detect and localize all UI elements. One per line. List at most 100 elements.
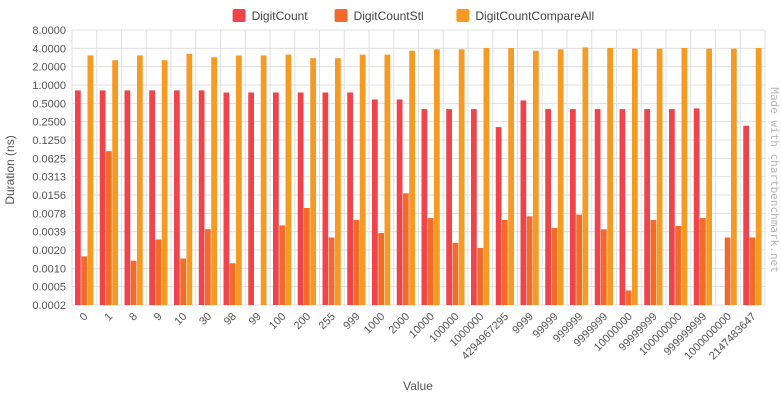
bar-digitcountstl[interactable] — [403, 193, 409, 305]
x-tick-label: 200 — [292, 311, 313, 332]
bar-digitcount[interactable] — [594, 109, 601, 305]
bar-digitcountcompareall[interactable] — [557, 49, 564, 305]
bar-digitcount[interactable] — [644, 109, 650, 305]
bar-digitcountstl[interactable] — [81, 256, 87, 305]
bar-digitcountcompareall[interactable] — [137, 55, 143, 306]
bar-digitcountstl[interactable] — [675, 225, 681, 305]
bar-digitcountcompareall[interactable] — [582, 47, 589, 305]
bar-digitcount[interactable] — [693, 108, 700, 306]
y-axis-title: Duration (ns) — [3, 135, 17, 204]
bar-digitcountstl[interactable] — [452, 242, 459, 305]
bar-digitcountcompareall[interactable] — [632, 48, 638, 306]
bar-digitcountcompareall[interactable] — [359, 54, 366, 305]
bar-digitcountstl[interactable] — [353, 219, 360, 305]
bar-digitcount[interactable] — [446, 109, 452, 305]
bar-digitcount[interactable] — [619, 109, 626, 305]
bar-digitcountcompareall[interactable] — [458, 49, 465, 305]
bar-digitcountcompareall[interactable] — [483, 47, 490, 306]
bar-digitcount[interactable] — [520, 100, 527, 305]
bar-digitcountcompareall[interactable] — [755, 47, 762, 306]
bar-digitcountcompareall[interactable] — [335, 58, 341, 305]
bar-digitcount[interactable] — [495, 127, 502, 305]
bar-digitcount[interactable] — [322, 92, 329, 306]
bar-digitcountstl[interactable] — [229, 263, 236, 305]
bar-digitcountcompareall[interactable] — [161, 60, 168, 305]
bar-digitcount[interactable] — [545, 109, 551, 305]
y-tick-label: 0.0039 — [32, 227, 66, 239]
bar-digitcount[interactable] — [570, 109, 576, 305]
y-tick-label: 8.0000 — [32, 25, 66, 37]
bar-digitcountstl[interactable] — [700, 218, 706, 305]
bar-digitcountstl[interactable] — [576, 214, 582, 305]
bar-digitcountcompareall[interactable] — [656, 48, 663, 306]
bar-digitcountcompareall[interactable] — [310, 58, 316, 305]
bar-digitcount[interactable] — [248, 92, 254, 306]
bar-digitcountstl[interactable] — [328, 237, 335, 305]
bar-digitcountstl[interactable] — [551, 227, 558, 305]
bar-digitcount[interactable] — [372, 99, 378, 305]
bar-digitcount[interactable] — [174, 90, 180, 305]
bar-digitcountcompareall[interactable] — [260, 55, 267, 306]
legend-item-digitcountcompareall[interactable]: DigitCountCompareAll — [456, 9, 594, 23]
bar-digitcount[interactable] — [347, 92, 353, 306]
bar-digitcountcompareall[interactable] — [409, 50, 415, 305]
bar-digitcountstl[interactable] — [625, 290, 632, 305]
y-tick-label: 4.0000 — [32, 43, 66, 55]
legend-swatch — [334, 9, 348, 22]
bar-digitcountcompareall[interactable] — [384, 54, 391, 305]
bar-digitcountstl[interactable] — [304, 208, 310, 305]
legend-item-digitcount[interactable]: DigitCount — [232, 9, 309, 23]
bar-digitcount[interactable] — [297, 92, 304, 306]
bar-digitcountstl[interactable] — [650, 219, 657, 305]
bar-digitcountcompareall[interactable] — [236, 55, 242, 306]
watermark-text: Made with chartbenchmark.net — [768, 87, 781, 272]
bar-digitcount[interactable] — [124, 90, 131, 305]
bar-digitcount[interactable] — [471, 109, 477, 305]
bar-digitcount[interactable] — [149, 90, 155, 305]
x-tick-label: 10 — [172, 311, 189, 328]
bar-digitcount[interactable] — [223, 92, 230, 306]
bar-digitcountcompareall[interactable] — [211, 57, 217, 305]
bar-digitcountstl[interactable] — [130, 260, 137, 305]
bar-digitcountstl[interactable] — [724, 237, 731, 305]
bar-digitcountstl[interactable] — [378, 233, 384, 305]
bar-digitcountcompareall[interactable] — [533, 50, 539, 305]
y-tick-label: 0.2500 — [32, 117, 66, 129]
bar-digitcountstl[interactable] — [279, 225, 285, 305]
bar-digitcount[interactable] — [273, 92, 279, 306]
bar-digitcount[interactable] — [421, 109, 428, 305]
bar-digitcount[interactable] — [198, 90, 205, 305]
bar-digitcount[interactable] — [75, 90, 81, 305]
x-tick-label: 9 — [152, 311, 165, 324]
bar-digitcountstl[interactable] — [749, 237, 756, 305]
bar-digitcountcompareall[interactable] — [112, 60, 118, 305]
bar-digitcountcompareall[interactable] — [434, 49, 440, 305]
bar-digitcount[interactable] — [99, 90, 106, 305]
y-tick-label: 0.0625 — [32, 153, 66, 165]
bar-digitcountcompareall[interactable] — [87, 55, 94, 306]
bar-digitcountcompareall[interactable] — [285, 54, 292, 305]
bar-digitcountcompareall[interactable] — [731, 48, 737, 306]
bar-digitcount[interactable] — [396, 99, 403, 305]
chart-legend[interactable]: DigitCount DigitCountStl DigitCountCompare… — [232, 9, 595, 23]
y-tick-label: 0.0156 — [32, 190, 66, 202]
bar-digitcountstl[interactable] — [205, 229, 211, 305]
bar-digitcountstl[interactable] — [180, 258, 186, 306]
y-tick-label: 1.0000 — [32, 80, 66, 92]
bar-digitcountstl[interactable] — [427, 218, 434, 305]
bar-digitcountcompareall[interactable] — [706, 48, 712, 306]
bar-digitcountstl[interactable] — [526, 216, 533, 305]
bar-digitcountstl[interactable] — [106, 151, 112, 305]
bar-digitcountstl[interactable] — [502, 219, 508, 305]
bar-digitcount[interactable] — [669, 109, 675, 305]
bar-digitcount[interactable] — [743, 125, 749, 305]
bar-digitcountstl[interactable] — [155, 239, 162, 305]
bar-digitcountcompareall[interactable] — [607, 47, 613, 306]
legend-label: DigitCountStl — [354, 9, 424, 23]
bar-digitcountcompareall[interactable] — [681, 47, 688, 306]
bar-digitcountcompareall[interactable] — [508, 47, 514, 306]
bar-digitcountstl[interactable] — [477, 247, 483, 305]
bar-digitcountcompareall[interactable] — [186, 53, 193, 305]
legend-item-digitcountstl[interactable]: DigitCountStl — [334, 9, 424, 23]
bar-digitcountstl[interactable] — [601, 229, 607, 305]
